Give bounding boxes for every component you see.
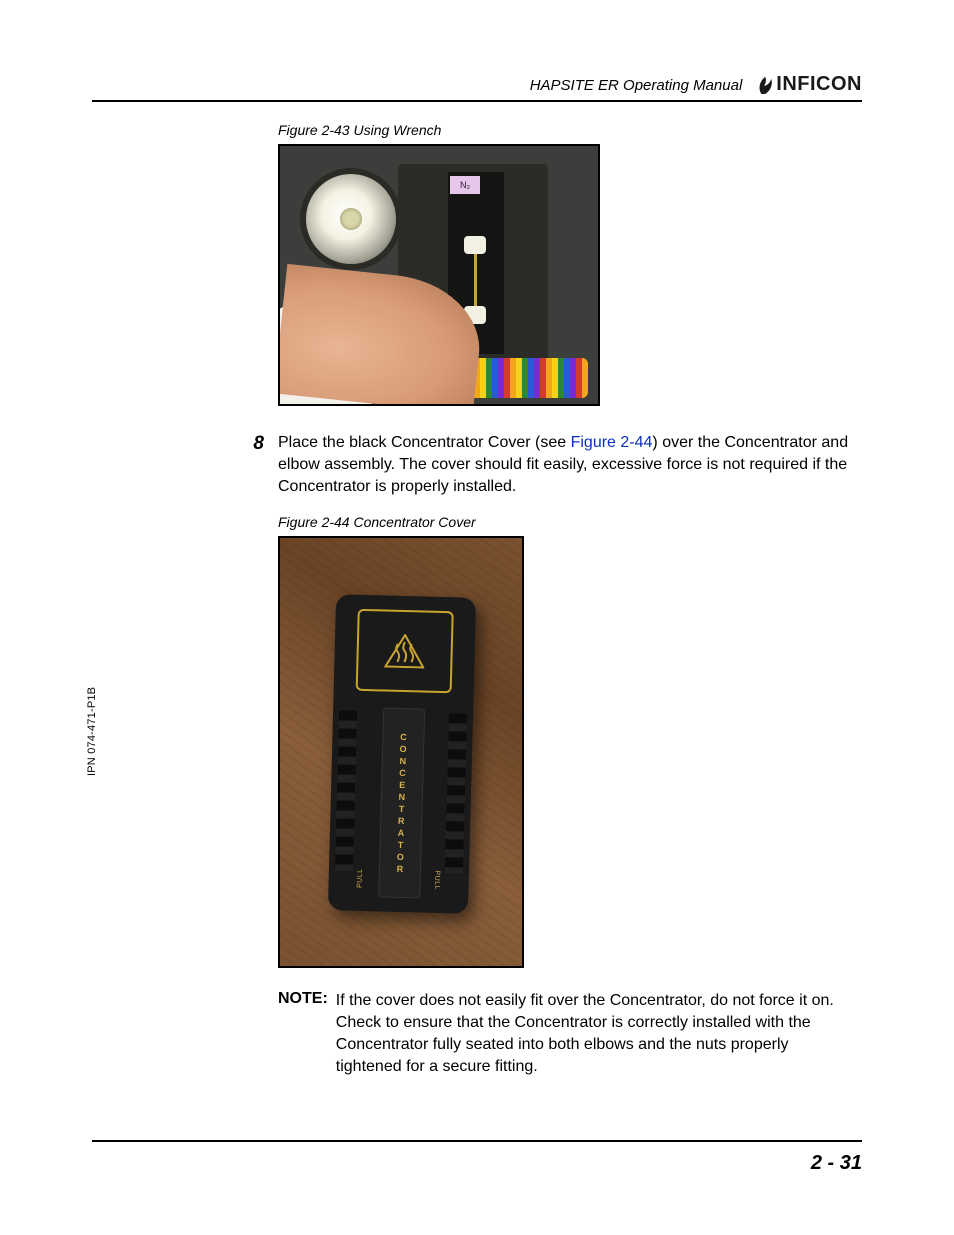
- cover-letter: N: [398, 791, 405, 802]
- figure-44-caption: Figure 2-44 Concentrator Cover: [278, 514, 858, 530]
- cover-letter: C: [400, 731, 407, 742]
- page: HAPSITE ER Operating Manual INFICON Figu…: [0, 0, 954, 1235]
- ipn-code: IPN 074-471-P1B: [86, 687, 98, 776]
- step-number: 8: [242, 432, 264, 456]
- step-text: Place the black Concentrator Cover (see …: [278, 432, 858, 498]
- cover-letter: C: [399, 767, 406, 778]
- lamp-center: [340, 208, 362, 230]
- cover-letter: O: [397, 851, 404, 862]
- note-text: If the cover does not easily fit over th…: [336, 990, 858, 1078]
- page-number: 2 - 31: [811, 1152, 862, 1174]
- lamp-ring: [300, 168, 402, 270]
- logo-mark-icon: [756, 74, 774, 96]
- figure-44-image: C O N C E N T R A T O R PULL PULL: [278, 536, 524, 968]
- n2-label: N₂: [450, 176, 480, 194]
- figure-43-caption: Figure 2-43 Using Wrench: [278, 122, 858, 138]
- figure-2-44-link[interactable]: Figure 2-44: [571, 434, 653, 451]
- pull-label-right: PULL: [433, 870, 441, 890]
- hot-surface-panel: [356, 609, 454, 693]
- cover-letter: R: [398, 815, 405, 826]
- cover-letter: N: [399, 755, 406, 766]
- fitting-top: [464, 236, 486, 254]
- grip-ridges-left: [335, 710, 357, 870]
- note-label: NOTE:: [278, 990, 328, 1008]
- concentrator-cover: C O N C E N T R A T O R PULL PULL: [328, 594, 476, 914]
- manual-title: HAPSITE ER Operating Manual: [530, 77, 743, 96]
- figure-43-image: N₂: [278, 144, 600, 406]
- hot-surface-icon: [384, 634, 425, 669]
- cover-letter: A: [398, 827, 405, 838]
- page-footer: 2 - 31: [92, 1140, 862, 1175]
- pull-label-left: PULL: [356, 868, 364, 888]
- note-block: NOTE: If the cover does not easily fit o…: [278, 990, 858, 1078]
- cover-letter: E: [399, 779, 405, 790]
- brand-logo: INFICON: [756, 73, 862, 96]
- cover-letter: R: [397, 863, 404, 874]
- cover-letter: O: [399, 743, 406, 754]
- step-8: 8 Place the black Concentrator Cover (se…: [242, 432, 858, 498]
- concentrator-rod: [474, 246, 477, 310]
- ribbon-cable: [468, 358, 588, 398]
- cover-letter: T: [399, 803, 405, 814]
- page-header: HAPSITE ER Operating Manual INFICON: [92, 62, 862, 102]
- cover-letter: T: [398, 839, 404, 850]
- cover-label: C O N C E N T R A T O R: [378, 707, 425, 898]
- step-text-before: Place the black Concentrator Cover (see: [278, 434, 571, 451]
- content-area: Figure 2-43 Using Wrench N₂ 8 Place the …: [242, 118, 858, 1078]
- grip-ridges-right: [445, 713, 467, 873]
- brand-name: INFICON: [776, 73, 862, 96]
